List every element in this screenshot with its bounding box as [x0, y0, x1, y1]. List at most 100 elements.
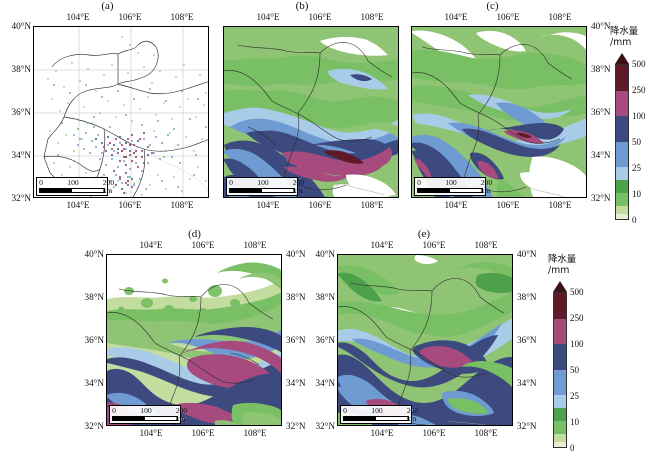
colorbar-bottom-title-line1: 降水量: [548, 254, 577, 265]
panel-e-scalebar: 0 100 200 km: [340, 405, 418, 424]
panel-d: (d) 104°E 106°E 108°E 40°N 38°N 36°N 34°…: [85, 228, 310, 451]
colorbar-bottom-title-line2: /mm: [548, 265, 570, 276]
panel-d-lon-tick-108-bottom: 108°E: [243, 428, 267, 438]
colorbar-top-bar: [615, 64, 629, 220]
panel-e-scale-0: 0: [343, 406, 347, 415]
colorbar-top-label-500: 500: [632, 59, 646, 69]
colorbar-bottom-seg-50-100: [554, 369, 566, 396]
panel-b-scale-0: 0: [229, 178, 233, 187]
panel-d-lat-tick-38: 38°N: [84, 292, 105, 302]
colorbar-top-title-line1: 降水量: [610, 26, 639, 37]
colorbar-seg-1-5: [616, 205, 628, 214]
panel-b-scale-100: 100: [257, 178, 269, 187]
colorbar-bottom-seg-10-25: [554, 408, 566, 421]
panel-c-scale-200km: 200 km: [480, 178, 493, 195]
panel-a-station-dots: [47, 36, 207, 196]
panel-c-scale-0: 0: [417, 178, 421, 187]
panel-e-lat-tick-34-right: 34°N: [517, 378, 537, 388]
colorbar-bottom-label-250: 250: [570, 313, 584, 323]
panel-d-lon-tick-104: 104°E: [139, 240, 163, 250]
panel-e-lon-tick-108-bottom: 108°E: [474, 428, 498, 438]
panel-c-map: [411, 26, 587, 198]
panel-a-lat-tick-34: 34°N: [11, 150, 32, 160]
panel-a-lon-tick-104: 104°E: [66, 12, 90, 22]
colorbar-seg-5-10: [616, 192, 628, 206]
colorbar-bottom-seg-250-500: [554, 318, 566, 345]
colorbar-top-label-250: 250: [632, 85, 646, 95]
panel-a-lon-tick-106-bottom: 106°E: [118, 200, 142, 210]
panel-b-lon-tick-104: 104°E: [256, 12, 280, 22]
panel-b-precip-field: [224, 27, 398, 197]
panel-c-title: (c): [486, 0, 499, 12]
colorbar-top-label-100: 100: [632, 111, 646, 121]
panel-e: (e) 104°E 106°E 108°E 40°N 38°N 36°N 34°…: [316, 228, 540, 451]
panel-b-lon-tick-108-bottom: 108°E: [360, 200, 384, 210]
panel-d-lat-tick-40-right: 40°N: [286, 249, 306, 259]
panel-d-lat-tick-40: 40°N: [84, 249, 105, 259]
panel-a-title: (a): [101, 0, 114, 12]
colorbar-bottom-bar: [553, 292, 567, 448]
colorbar-bottom-label-0: 0: [570, 443, 575, 453]
panel-e-scale-200km: 200 km: [406, 406, 419, 423]
panel-e-lat-tick-36-right: 36°N: [517, 335, 537, 345]
panel-e-lon-tick-108: 108°E: [474, 240, 498, 250]
panel-e-lat-tick-34: 34°N: [315, 378, 336, 388]
colorbar-seg-250-500: [616, 90, 628, 117]
panel-c-lon-tick-106-bottom: 106°E: [496, 200, 520, 210]
colorbar-top-label-10: 10: [632, 189, 641, 199]
panel-b-title: (b): [295, 0, 309, 12]
panel-d-lat-tick-32: 32°N: [84, 421, 105, 431]
panel-d-lon-tick-106: 106°E: [191, 240, 215, 250]
panel-a-lat-tick-36: 36°N: [11, 107, 32, 117]
panel-c-lon-tick-106: 106°E: [496, 12, 520, 22]
panel-c-lat-tick-40: 40°N: [591, 21, 611, 31]
panel-e-lat-tick-40-right: 40°N: [517, 249, 537, 259]
panel-c-lon-tick-104-bottom: 104°E: [444, 200, 468, 210]
panel-a: (a) 104°E 106°E 108°E 40°N 38°N 36°N 34°…: [0, 0, 215, 220]
panel-d-lat-tick-34: 34°N: [84, 378, 105, 388]
panel-c-lat-tick-34: 34°N: [591, 150, 611, 160]
colorbar-top-over-arrow: [615, 53, 629, 64]
panel-d-scalebar: 0 100 200 km: [109, 405, 187, 424]
panel-a-lat-tick-32: 32°N: [11, 193, 32, 203]
panel-a-map: [33, 26, 209, 198]
colorbar-bottom-label-50: 50: [570, 365, 579, 375]
panel-e-lat-tick-38-right: 38°N: [517, 292, 537, 302]
panel-d-scale-0: 0: [112, 406, 116, 415]
panel-a-scale-0: 0: [39, 178, 43, 187]
panel-e-lat-tick-32: 32°N: [315, 421, 336, 431]
panel-b-lon-tick-106-bottom: 106°E: [308, 200, 332, 210]
colorbar-bottom-seg-0-1: [554, 441, 566, 447]
colorbar-bottom-over-arrow: [553, 281, 567, 292]
panel-c-precip-field: [412, 27, 586, 197]
panel-e-precip-field: [338, 255, 512, 425]
colorbar-top-label-0: 0: [632, 215, 637, 225]
colorbar-seg-50-100: [616, 141, 628, 168]
panel-c-lon-tick-108: 108°E: [548, 12, 572, 22]
colorbar-bottom-seg-1-5: [554, 433, 566, 442]
panel-d-lat-tick-36: 36°N: [84, 335, 105, 345]
colorbar-top-label-25: 25: [632, 163, 641, 173]
panel-e-lat-tick-36: 36°N: [315, 335, 336, 345]
colorbar-seg-10-25: [616, 180, 628, 193]
panel-e-scale-100: 100: [371, 406, 383, 415]
colorbar-bottom-label-100: 100: [570, 339, 584, 349]
panel-a-lat-tick-40: 40°N: [11, 21, 32, 31]
panel-b-map: [223, 26, 399, 198]
colorbar-bottom-label-500: 500: [570, 287, 584, 297]
colorbar-seg-over500: [616, 65, 628, 91]
panel-d-lon-tick-108: 108°E: [243, 240, 267, 250]
panel-d-title: (d): [188, 228, 201, 240]
panel-b: (b) 104°E 106°E 108°E: [215, 0, 405, 220]
panel-c: (c) 104°E 106°E 108°E: [405, 0, 611, 220]
panel-d-precip-field: [107, 255, 281, 425]
colorbar-bottom: 降水量 /mm 500 250 100 50 25 10 0: [542, 254, 588, 453]
colorbar-top-label-50: 50: [632, 137, 641, 147]
panel-a-lon-tick-108: 108°E: [170, 12, 194, 22]
panel-a-scale-200km: 200 km: [102, 178, 115, 195]
panel-d-lat-tick-36-right: 36°N: [286, 335, 306, 345]
colorbar-bottom-label-25: 25: [570, 391, 579, 401]
panel-e-lat-tick-32-right: 32°N: [517, 421, 537, 431]
panel-d-lon-tick-106-bottom: 106°E: [191, 428, 215, 438]
panel-a-lon-tick-106: 106°E: [118, 12, 142, 22]
